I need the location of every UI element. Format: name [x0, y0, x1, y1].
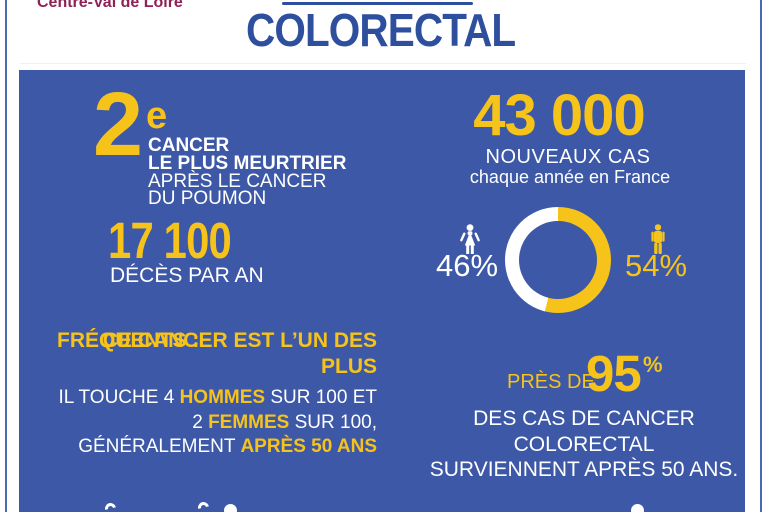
new-cases-label: NOUVEAUX CAS: [485, 146, 651, 168]
rank-line-4: DU POUMON: [148, 188, 267, 210]
frequency-line-2-text: 2: [192, 411, 209, 433]
deaths-per-year-label: DÉCÈS PAR AN: [110, 264, 264, 287]
frequency-line-1-text: IL TOUCHE 4: [58, 387, 180, 408]
male-icon: [650, 224, 666, 254]
rank-ordinal-suffix: e: [146, 95, 168, 137]
header-separator: [20, 63, 746, 64]
rank-line-3: APRÈS LE CANCER: [148, 170, 327, 192]
page-border-left: [5, 0, 7, 512]
frequency-line-3-text: GÉNÉRALEMENT: [78, 436, 241, 458]
infographic-panel: 2 e CANCER LE PLUS MEURTRIER APRÈS LE CA…: [19, 70, 745, 512]
frequency-line-2: 2 FEMMES SUR 100,: [57, 411, 377, 436]
frequency-line-1-highlight: HOMMES: [179, 387, 266, 408]
frequency-heading-line-2: FRÉQUENTS :: [57, 329, 200, 352]
rank-line-2: LE PLUS MEURTRIER: [148, 152, 347, 174]
page-border-right: [760, 0, 762, 512]
frequency-body: IL TOUCHE 4 HOMMES SUR 100 ET 2 FEMMES S…: [57, 386, 377, 460]
frequency-line-3: GÉNÉRALEMENT APRÈS 50 ANS: [57, 435, 377, 460]
age-stat-line-2: SURVIENNENT APRÈS 50 ANS.: [429, 458, 739, 481]
frequency-line-3-highlight: APRÈS 50 ANS: [240, 436, 377, 458]
gender-donut-hole: [519, 221, 597, 299]
frequency-line-2-tail: SUR 100,: [289, 411, 377, 433]
frequency-line-2-highlight: FEMMES: [208, 411, 290, 433]
age-stat-unit: %: [643, 352, 663, 377]
frequency-heading-line-1: CE CANCER EST L’UN DES PLUS: [102, 329, 377, 378]
title-rule: [282, 2, 473, 5]
new-cases-value: 43 000: [473, 83, 645, 148]
age-stat-description: DES CAS DE CANCER COLORECTAL SURVIENNENT…: [424, 406, 744, 483]
female-percentage: 46%: [435, 248, 499, 283]
cutoff-person-head-icon: [631, 504, 644, 512]
page-title: COLORECTAL: [246, 4, 516, 56]
region-logo: Centre-Val de Loire: [37, 0, 183, 11]
rank-number: 2: [93, 75, 144, 175]
cutoff-accent-glyph: [102, 500, 119, 512]
rank-description: CANCER LE PLUS MEURTRIER APRÈS LE CANCER…: [148, 135, 347, 210]
male-percentage: 54%: [624, 248, 688, 283]
age-stat-prefix: PRÈS DE: [507, 371, 595, 393]
new-cases-sublabel: chaque année en France: [469, 167, 671, 187]
rank-line-1: CANCER: [148, 135, 230, 156]
cutoff-accent-glyph: [195, 499, 212, 512]
age-stat-value: 95: [586, 345, 642, 402]
frequency-line-1-tail: SUR 100 ET: [265, 387, 377, 408]
female-icon: [459, 224, 481, 254]
age-stat-line-1: DES CAS DE CANCER COLORECTAL: [473, 407, 695, 456]
deaths-per-year-value: 17 100: [108, 212, 232, 269]
frequency-line-1: IL TOUCHE 4 HOMMES SUR 100 ET: [57, 386, 377, 411]
cutoff-person-head-icon: [224, 504, 237, 512]
